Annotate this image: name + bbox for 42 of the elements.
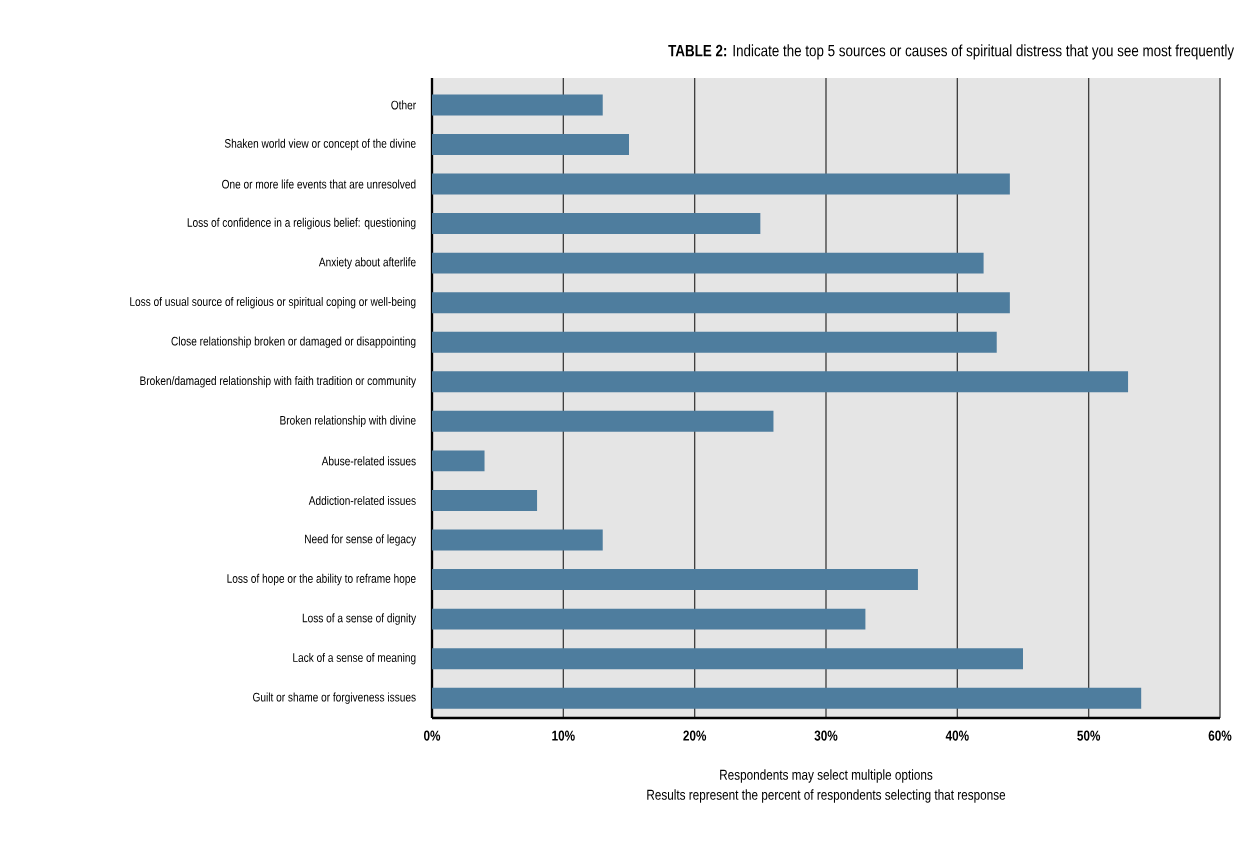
bar [432,410,774,432]
y-tick-label: Shaken world view or concept of the divine [224,138,416,151]
text: Results represent the percent of respondents selecting that response [647,789,1006,803]
bar [432,569,918,591]
x-tick-label: 50% [1077,730,1101,741]
y-tick-label: Loss of a sense of dignity [302,613,417,625]
bar [432,94,603,116]
y-tick-label: Close relationship broken or damaged or disappointing [171,336,416,348]
bar [432,173,1010,195]
y-tick-label: Abuse-related issues [321,456,416,466]
x-tick-label: 0% [423,730,441,741]
x-tick-label: 40% [945,730,969,741]
bar [432,371,1129,393]
y-tick-label: Lack of a sense of meaning [293,652,416,665]
bar [432,687,1142,709]
bar [432,608,866,630]
bar [432,489,538,511]
y-tick-label: Loss of usual source of religious or spiritual coping or well-being [130,296,416,309]
y-tick-label: Need for sense of legacy [305,534,417,546]
text: Respondents may select multiple options [720,769,933,783]
y-tick-label: Addiction-related issues [308,495,416,505]
bar [432,213,761,235]
y-tick-label: Loss of hope or the ability to reframe hope [227,573,416,586]
y-tick-label: Other [391,100,416,110]
chart-title: TABLE 2: Indicate the top 5 sources or causes of spiritual distress that you see most frequently [668,44,1235,60]
y-tick-label: Anxiety about afterlife [318,257,416,269]
x-tick-label: 60% [1208,730,1232,741]
bar [432,292,1010,314]
x-tick-label: 20% [683,730,707,741]
y-tick-label: Broken/damaged relationship with faith tradition or community [140,376,417,388]
bar [432,450,485,472]
bar [432,252,984,274]
y-tick-label: Guilt or shame or forgiveness issues [253,692,416,704]
x-tick-label: 30% [814,730,838,741]
bar [432,648,1023,670]
bar [432,133,629,155]
y-tick-label: Loss of confidence in a religious belief: questioning [187,217,416,230]
y-tick-label: One or more life events that are unresolved [222,179,416,189]
x-tick-label: 10% [552,730,575,741]
bar [432,529,603,551]
y-tick-label: Broken relationship with divine [280,415,416,428]
bar [432,331,997,353]
